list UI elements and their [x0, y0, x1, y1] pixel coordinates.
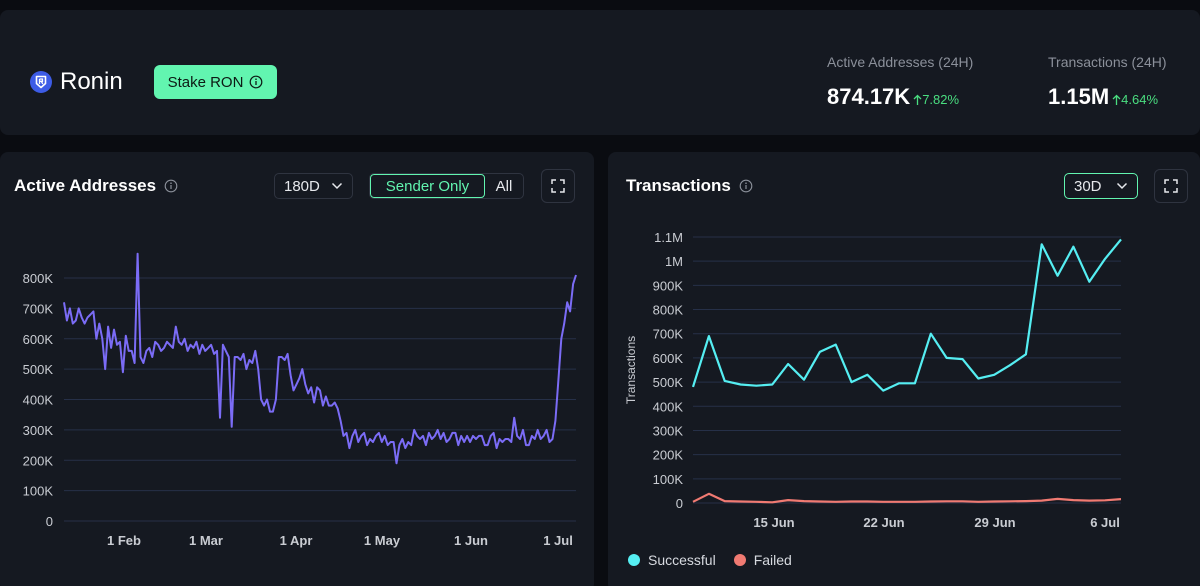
brand-name: Ronin	[60, 68, 123, 95]
transactions-chart: 0 100K 200K 300K 400K 500K 600K 700K 800K 900K 1M 1…	[624, 230, 1122, 530]
x-tick-label: 29 Jun	[974, 515, 1015, 530]
legend-dot	[733, 554, 746, 566]
y-tick-label: 400K	[23, 393, 54, 408]
stake-ron-button[interactable]: Stake RON	[154, 65, 277, 99]
x-tick-label: 1 Apr	[280, 533, 313, 548]
legend-item-failed[interactable]: Failed	[733, 552, 792, 568]
y-tick-label: 500K	[23, 362, 54, 377]
x-tick-label: 1 May	[364, 533, 401, 548]
active-addresses-panel: Active Addresses 180D Sender Only All 0 1…	[0, 152, 594, 586]
stat-label: Active Addresses (24H)	[827, 54, 974, 70]
x-tick-label: 1 Jun	[454, 533, 488, 548]
stat-value: 1.15M	[1048, 84, 1110, 109]
brand: Ronin	[30, 68, 123, 96]
panel-title-text: Active Addresses	[14, 176, 157, 195]
arrow-up-icon	[1112, 94, 1121, 105]
x-tick-label: 15 Jun	[753, 515, 794, 530]
range-select[interactable]: 30D	[1064, 173, 1138, 199]
stat-value: 874.17K	[827, 84, 911, 109]
y-tick-label: 1M	[665, 254, 683, 269]
y-tick-label: 0	[676, 496, 683, 511]
y-tick-label: 100K	[23, 484, 54, 499]
y-tick-label: 0	[46, 514, 53, 529]
y-tick-label: 600K	[23, 332, 54, 347]
y-tick-label: 100K	[653, 472, 684, 487]
info-icon[interactable]	[739, 179, 753, 193]
expand-icon	[1164, 179, 1178, 193]
expand-icon	[551, 179, 565, 193]
legend-label: Successful	[648, 552, 716, 568]
stat-change: 4.64%	[1112, 92, 1158, 107]
active-addresses-chart: 0 100K 200K 300K 400K 500K 600K 700K 800K 1 Feb 1 …	[23, 252, 577, 548]
range-select-value: 30D	[1074, 177, 1102, 195]
arrow-up-icon	[913, 94, 922, 105]
successful-line	[691, 238, 1122, 392]
x-tick-label: 6 Jul	[1090, 515, 1120, 530]
sender-toggle: Sender Only All	[369, 173, 524, 199]
x-tick-label: 1 Jul	[543, 533, 573, 548]
y-tick-label: 700K	[653, 327, 684, 342]
expand-button[interactable]	[541, 169, 575, 203]
x-tick-label: 1 Mar	[189, 533, 223, 548]
stat-change-value: 7.82%	[922, 92, 960, 107]
y-tick-label: 600K	[653, 351, 684, 366]
info-icon	[249, 75, 263, 89]
y-tick-label: 800K	[23, 271, 54, 286]
active-addresses-stat: Active Addresses (24H) 874.17K 7.82%	[827, 54, 973, 110]
legend-dot	[628, 554, 640, 566]
info-icon[interactable]	[164, 179, 178, 193]
range-select[interactable]: 180D	[274, 173, 353, 199]
x-tick-label: 22 Jun	[863, 515, 904, 530]
series-line	[63, 252, 577, 465]
stake-button-label: Stake RON	[167, 73, 244, 91]
panel-title: Transactions	[626, 176, 753, 196]
x-tick-label: 1 Feb	[107, 533, 141, 548]
y-tick-label: 400K	[653, 399, 684, 414]
failed-line	[692, 492, 1122, 504]
ronin-logo-icon	[30, 71, 52, 93]
y-tick-label: 700K	[23, 301, 54, 316]
stat-change: 7.82%	[913, 92, 959, 107]
y-tick-label: 200K	[653, 448, 684, 463]
sender-only-button[interactable]: Sender Only	[370, 174, 485, 198]
y-tick-label: 800K	[653, 303, 684, 318]
stat-label: Transactions (24H)	[1048, 54, 1167, 70]
panel-title: Active Addresses	[14, 176, 178, 196]
chevron-down-icon	[331, 182, 343, 190]
chart-legend: Successful Failed	[628, 552, 810, 568]
all-button[interactable]: All	[495, 177, 513, 195]
panel-title-text: Transactions	[626, 176, 731, 195]
y-tick-label: 500K	[653, 375, 684, 390]
transactions-panel: Transactions 30D 0 100K 200K 300K 400K 500K 60…	[608, 152, 1200, 586]
legend-label: Failed	[753, 552, 792, 568]
transactions-stat: Transactions (24H) 1.15M 4.64%	[1048, 54, 1167, 110]
expand-button[interactable]	[1154, 169, 1188, 203]
chevron-down-icon	[1116, 182, 1128, 190]
y-tick-label: 200K	[23, 453, 54, 468]
y-axis-label: Transactions	[624, 336, 638, 404]
y-tick-label: 300K	[653, 423, 684, 438]
summary-panel: Ronin Stake RON Active Addresses (24H) 8…	[0, 10, 1200, 135]
range-select-value: 180D	[284, 177, 320, 195]
stat-change-value: 4.64%	[1121, 92, 1159, 107]
legend-item-successful[interactable]: Successful	[628, 552, 716, 568]
y-tick-label: 1.1M	[654, 230, 683, 245]
y-tick-label: 300K	[23, 423, 54, 438]
y-tick-label: 900K	[653, 278, 684, 293]
